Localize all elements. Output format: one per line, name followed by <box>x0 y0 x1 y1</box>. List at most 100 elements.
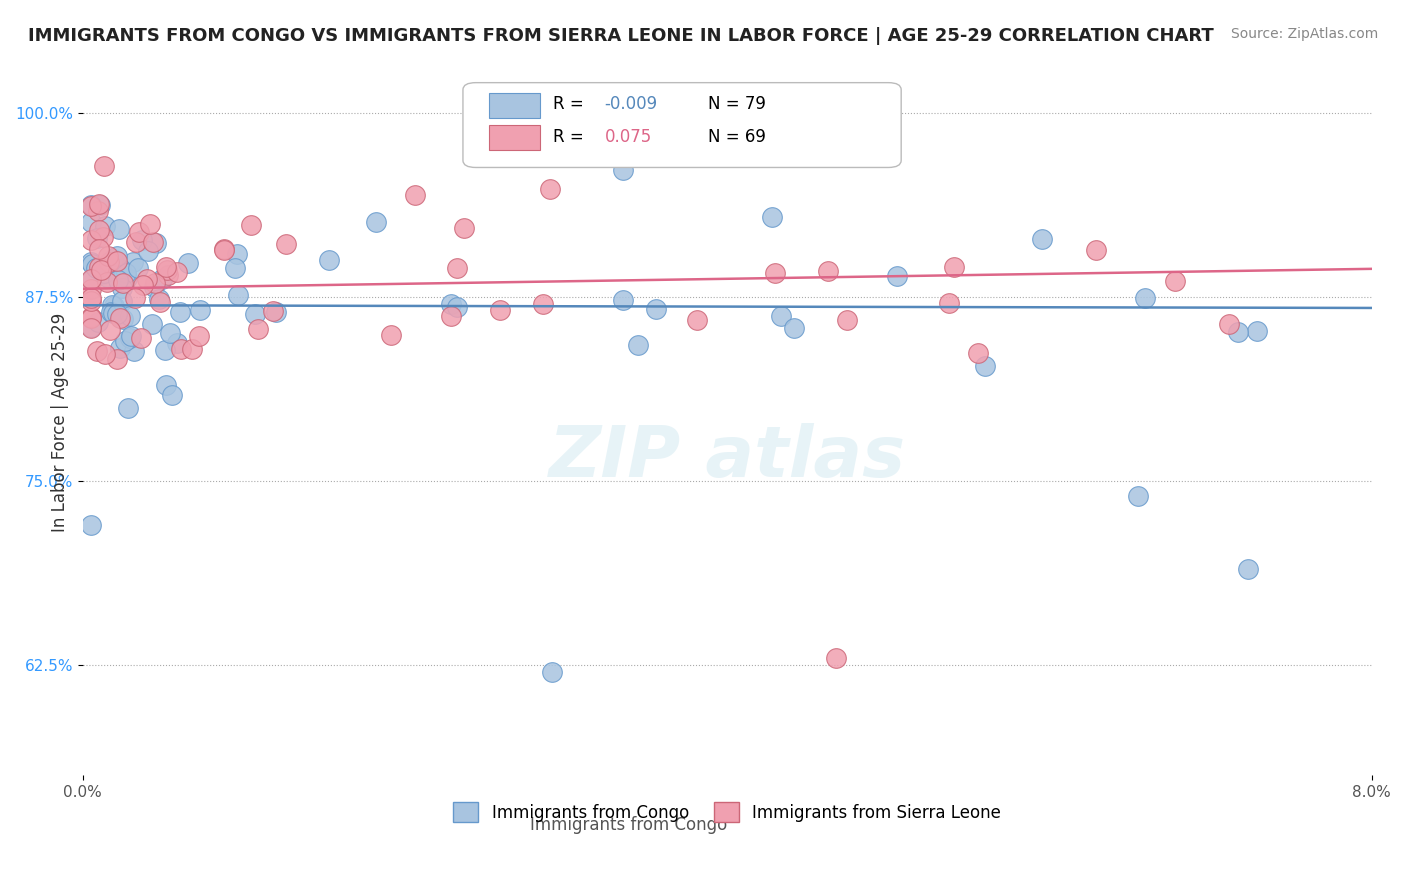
Point <box>86 231 108 245</box>
Point <box>226 287 249 301</box>
Text: Source: ZipAtlas.com: Source: ZipAtlas.com <box>1230 27 1378 41</box>
Point <box>627 338 650 352</box>
Point <box>98 323 121 337</box>
Point <box>159 326 181 340</box>
Point <box>142 235 165 250</box>
Text: R =: R = <box>553 128 595 146</box>
Point <box>938 296 960 310</box>
Point <box>149 294 172 309</box>
Point <box>239 218 262 232</box>
Legend: Immigrants from Congo, Immigrants from Sierra Leone: Immigrants from Congo, Immigrants from S… <box>444 794 1010 830</box>
Point <box>967 346 990 360</box>
Point <box>540 665 562 680</box>
Point <box>446 300 468 314</box>
Point <box>262 304 284 318</box>
Point <box>453 220 475 235</box>
Point <box>107 273 129 287</box>
Point <box>128 226 150 240</box>
Point <box>111 277 134 291</box>
Point <box>153 343 176 357</box>
Point <box>136 272 159 286</box>
Point <box>318 252 340 267</box>
Point <box>212 242 235 256</box>
Point <box>188 302 211 317</box>
Point <box>245 307 267 321</box>
Point <box>98 255 121 269</box>
Point <box>80 273 103 287</box>
Point <box>84 260 107 275</box>
Point <box>89 260 111 275</box>
Point <box>1237 562 1260 576</box>
Point <box>89 198 111 212</box>
Point <box>446 261 468 276</box>
Point <box>364 215 387 229</box>
Point <box>160 388 183 402</box>
Point <box>115 266 138 280</box>
Point <box>440 309 463 323</box>
Point <box>111 294 134 309</box>
Point <box>105 254 128 268</box>
Point <box>80 257 103 271</box>
Point <box>120 310 142 324</box>
Point <box>141 317 163 331</box>
Point <box>835 312 858 326</box>
Point <box>96 275 118 289</box>
Point <box>1164 274 1187 288</box>
Point <box>148 292 170 306</box>
Point <box>169 305 191 319</box>
Point <box>87 204 110 219</box>
Point <box>127 261 149 276</box>
Point <box>131 233 153 247</box>
Y-axis label: In Labor Force | Age 25-29: In Labor Force | Age 25-29 <box>51 312 69 532</box>
Point <box>224 261 246 276</box>
Point <box>166 265 188 279</box>
Point <box>176 255 198 269</box>
Point <box>143 276 166 290</box>
Point <box>124 291 146 305</box>
Point <box>91 230 114 244</box>
Text: -0.009: -0.009 <box>605 95 658 113</box>
Point <box>274 237 297 252</box>
Point <box>1126 489 1149 503</box>
Point <box>612 162 634 177</box>
Point <box>120 329 142 343</box>
Point <box>87 242 110 256</box>
Point <box>155 378 177 392</box>
Point <box>247 322 270 336</box>
Point <box>112 312 135 326</box>
Bar <box>489 94 540 118</box>
Point <box>769 310 792 324</box>
Point <box>89 197 111 211</box>
Point <box>108 341 131 355</box>
Text: 0.075: 0.075 <box>605 128 652 146</box>
Point <box>108 311 131 326</box>
Point <box>107 222 129 236</box>
Point <box>80 215 103 229</box>
Text: Immigrants from Congo: Immigrants from Congo <box>530 816 727 834</box>
FancyBboxPatch shape <box>463 83 901 168</box>
Point <box>488 303 510 318</box>
Point <box>150 272 173 286</box>
Point <box>105 307 128 321</box>
Point <box>1226 325 1249 339</box>
Point <box>80 518 103 533</box>
Point <box>404 187 426 202</box>
Point <box>139 217 162 231</box>
Point <box>110 262 132 277</box>
Point <box>80 294 103 309</box>
Point <box>93 266 115 280</box>
Point <box>80 310 103 325</box>
Point <box>817 264 839 278</box>
Point <box>91 267 114 281</box>
Point <box>156 263 179 277</box>
Point <box>783 321 806 335</box>
Point <box>80 321 103 335</box>
Point <box>170 342 193 356</box>
Point <box>101 252 124 266</box>
Point <box>645 301 668 316</box>
Point <box>538 182 561 196</box>
Point <box>1133 291 1156 305</box>
Point <box>886 269 908 284</box>
Point <box>763 266 786 280</box>
Text: ZIP atlas: ZIP atlas <box>548 423 905 491</box>
